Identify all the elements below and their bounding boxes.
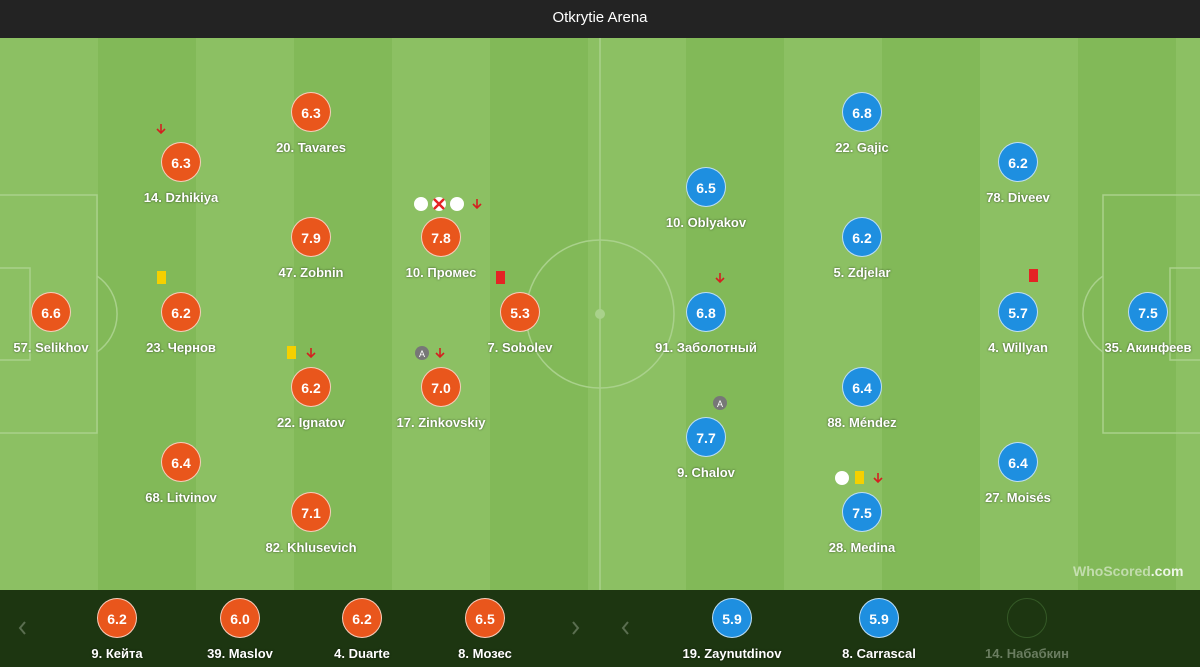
player-rating: 5.9 — [859, 598, 899, 638]
player-rating: 6.3 — [291, 92, 331, 132]
player-name: 27. Moisés — [985, 490, 1051, 505]
watermark: WhoScored.com — [1073, 563, 1184, 579]
player[interactable]: 5.7 4. Willyan — [948, 292, 1088, 355]
player-rating: 5.7 — [998, 292, 1038, 332]
player-rating: 6.2 — [161, 292, 201, 332]
player-name: 10. Oblyakov — [665, 215, 747, 230]
player-rating: 7.5 — [1128, 292, 1168, 332]
player[interactable]: 6.8 22. Gajic — [792, 92, 932, 155]
player-name: 17. Zinkovskiy — [396, 415, 486, 430]
player-name: 8. Carrascal — [842, 646, 916, 661]
player-rating: 6.2 — [342, 598, 382, 638]
player[interactable]: 14. Набабкин — [957, 598, 1097, 661]
player-name: 4. Duarte — [334, 646, 390, 661]
event-icons: A A — [156, 124, 1038, 485]
player-name: 9. Кейта — [91, 646, 143, 661]
player[interactable]: 7.1 82. Khlusevich — [241, 492, 381, 555]
player-name: 22. Gajic — [835, 140, 889, 155]
player-rating: 6.2 — [998, 142, 1038, 182]
player-name: 19. Zaynutdinov — [682, 646, 782, 661]
player-name: 7. Sobolev — [487, 340, 553, 355]
player[interactable]: 6.4 27. Moisés — [948, 442, 1088, 505]
venue-title: Otkrytie Arena — [552, 9, 648, 26]
player-name: 4. Willyan — [988, 340, 1048, 355]
player-name: 9. Chalov — [677, 465, 735, 480]
player[interactable]: 5.3 7. Sobolev — [450, 292, 590, 355]
player[interactable]: 5.9 19. Zaynutdinov — [662, 598, 802, 661]
player-name: 22. Ignatov — [277, 415, 345, 430]
player-name: 47. Zobnin — [278, 265, 344, 280]
player[interactable]: 6.3 20. Tavares — [241, 92, 381, 155]
player-rating: 6.2 — [291, 367, 331, 407]
player-rating: 7.7 — [686, 417, 726, 457]
player-rating: 6.0 — [220, 598, 260, 638]
player[interactable]: 6.5 8. Мозес — [415, 598, 555, 661]
player-name: 88. Méndez — [827, 415, 897, 430]
player[interactable]: 6.0 39. Maslov — [170, 598, 310, 661]
player-name: 39. Maslov — [207, 646, 273, 661]
player-name: 14. Набабкин — [985, 646, 1069, 661]
player-name: 82. Khlusevich — [265, 540, 357, 555]
player[interactable]: 7.7 9. Chalov — [636, 417, 776, 480]
player-rating: 5.9 — [712, 598, 752, 638]
player[interactable]: 6.2 78. Diveev — [948, 142, 1088, 205]
player[interactable]: 6.2 23. Чернов — [111, 292, 251, 355]
player-rating: 6.4 — [842, 367, 882, 407]
player[interactable]: 6.4 88. Méndez — [792, 367, 932, 430]
player-rating — [1007, 598, 1047, 638]
player[interactable]: 7.5 28. Medina — [792, 492, 932, 555]
player-name: 28. Medina — [828, 540, 896, 555]
player-name: 23. Чернов — [146, 340, 216, 355]
player-rating: 6.3 — [161, 142, 201, 182]
player[interactable]: 7.9 47. Zobnin — [241, 217, 381, 280]
player-rating: 6.2 — [842, 217, 882, 257]
player[interactable]: 7.0 17. Zinkovskiy — [371, 367, 511, 430]
svg-text:A: A — [717, 399, 723, 409]
venue-header: Otkrytie Arena — [0, 0, 1200, 38]
player-rating: 7.8 — [421, 217, 461, 257]
player[interactable]: 6.6 57. Selikhov — [0, 292, 121, 355]
player-rating: 5.3 — [500, 292, 540, 332]
player-name: 91. Заболотный — [655, 340, 757, 355]
player-rating: 6.4 — [161, 442, 201, 482]
player-name: 78. Diveev — [986, 190, 1050, 205]
player[interactable]: 6.8 91. Заболотный — [636, 292, 776, 355]
bench-nav — [18, 621, 629, 635]
player-rating: 6.5 — [465, 598, 505, 638]
player-name: 35. Акинфеев — [1104, 340, 1192, 355]
player-name: 14. Dzhikiya — [143, 190, 219, 205]
player[interactable]: 6.2 5. Zdjelar — [792, 217, 932, 280]
player[interactable]: 7.5 35. Акинфеев — [1078, 292, 1200, 355]
player[interactable]: 6.2 4. Duarte — [292, 598, 432, 661]
player-rating: 7.5 — [842, 492, 882, 532]
player-rating: 6.8 — [842, 92, 882, 132]
player-rating: 6.2 — [97, 598, 137, 638]
player-name: 68. Litvinov — [145, 490, 217, 505]
player-rating: 6.4 — [998, 442, 1038, 482]
player-rating: 6.5 — [686, 167, 726, 207]
player-name: 8. Мозес — [458, 646, 512, 661]
player[interactable]: 6.5 10. Oblyakov — [636, 167, 776, 230]
player-rating: 6.8 — [686, 292, 726, 332]
player-name: 57. Selikhov — [13, 340, 89, 355]
player-rating: 6.6 — [31, 292, 71, 332]
player-name: 10. Промес — [405, 265, 477, 280]
substitutes-bar — [0, 590, 1200, 667]
svg-text:A: A — [419, 349, 425, 359]
player[interactable]: 5.9 8. Carrascal — [809, 598, 949, 661]
player-name: 20. Tavares — [276, 140, 346, 155]
player[interactable]: 6.3 14. Dzhikiya — [111, 142, 251, 205]
player-name: 5. Zdjelar — [833, 265, 891, 280]
player[interactable]: 7.8 10. Промес — [371, 217, 511, 280]
player[interactable]: 6.2 22. Ignatov — [241, 367, 381, 430]
player[interactable]: 6.4 68. Litvinov — [111, 442, 251, 505]
player-rating: 7.9 — [291, 217, 331, 257]
player-rating: 7.0 — [421, 367, 461, 407]
player[interactable]: 6.2 9. Кейта — [47, 598, 187, 661]
player-rating: 7.1 — [291, 492, 331, 532]
